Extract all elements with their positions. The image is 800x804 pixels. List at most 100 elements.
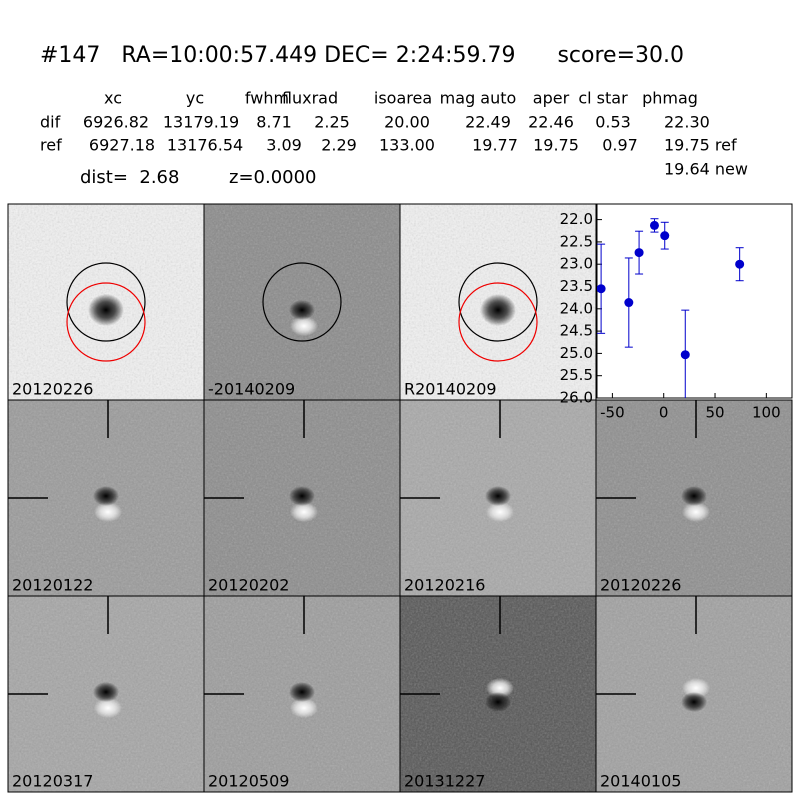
point-group [680,309,690,398]
x-tick-label: 50 [705,404,724,422]
phmag-new: 19.64 new [664,160,748,179]
cell: 6927.18 [89,136,155,155]
y-tick-label: 24.0 [560,299,593,317]
stamp: 20120509 [203,595,401,793]
y-tick-label: 25.5 [560,366,593,384]
column-header: xc [104,89,122,108]
y-tick-label: 24.5 [560,322,593,340]
cell: 19.75 ref [664,136,737,155]
aperture [66,262,146,342]
row-label: ref [40,136,62,155]
stamp-label: 20120317 [12,772,93,791]
stamp-label: 20140105 [600,772,681,791]
stamp: 20120202 [203,399,401,597]
point-group [624,257,634,348]
cell: 13176.54 [167,136,243,155]
stamp-label: -20140209 [208,380,295,399]
point-group [634,230,644,275]
stamp: 20120216 [399,399,597,597]
x-tick-label: 100 [752,404,781,422]
aperture [66,282,146,362]
redshift: z=0.0000 [229,167,317,188]
cell: 22.46 [528,113,574,132]
cell: 3.09 [266,136,302,155]
stamp-label: 20120509 [208,772,289,791]
stamp-frame [595,595,793,793]
aperture [262,262,342,342]
source [93,682,119,702]
point [660,231,670,241]
cell: 13179.19 [163,113,239,132]
stamp: 20140105 [595,595,793,793]
source [289,300,315,320]
stamp-label: 20120226 [12,380,93,399]
source-residual [94,502,122,522]
y-tick-label: 26.0 [560,389,593,407]
source-residual [94,698,122,718]
x-tick-label: 0 [659,404,669,422]
source [681,486,707,506]
stamp: R20140209 [399,203,597,401]
column-header: mag auto [440,89,517,108]
row-label: dif [40,113,61,132]
stamp: 20120226 [595,399,793,597]
x-tick-label: -50 [600,404,625,422]
point-group [735,247,745,282]
point [680,350,690,360]
y-tick-label: 25.0 [560,344,593,362]
point-group [649,218,659,233]
stamp: 20120226 [7,203,205,401]
column-header: phmag [642,89,698,108]
y-tick-label: 22.5 [560,232,593,250]
point [649,220,659,230]
stamp-label: R20140209 [404,380,497,399]
source [289,486,315,506]
source-residual [290,502,318,522]
aperture [458,282,538,362]
dist: dist= 2.68 [80,167,179,188]
aperture [458,262,538,342]
cell: 19.77 [472,136,518,155]
point-group [597,243,606,334]
source [681,692,707,712]
column-header: cl star [578,89,628,108]
source [480,294,516,326]
point [634,248,644,258]
column-header: fluxrad [282,89,338,108]
source [289,682,315,702]
y-tick-label: 23.5 [560,277,593,295]
stamp-label: 20120216 [404,576,485,595]
stamp-label: 20120226 [600,576,681,595]
source-residual [290,698,318,718]
stamp: 20120122 [7,399,205,597]
source [485,692,511,712]
cell: 8.71 [256,113,292,132]
title: #147 RA=10:00:57.449 DEC= 2:24:59.79 sco… [40,43,684,68]
cell: 6926.82 [83,113,149,132]
cell: 22.49 [465,113,511,132]
cell: 0.53 [595,113,631,132]
point [597,284,606,294]
stamp-label: 20120202 [208,576,289,595]
source-residual [682,502,710,522]
stamp: 20131227 [399,595,597,793]
cell: 2.25 [314,113,350,132]
cell: 20.00 [384,113,430,132]
stamp-label: 20120122 [12,576,93,595]
y-tick-label: 23.0 [560,255,593,273]
cell: 0.97 [602,136,638,155]
cell: 19.75 [533,136,579,155]
source [88,294,124,326]
point-group [660,221,670,250]
column-header: aper [533,89,570,108]
point [735,259,745,269]
source [485,486,511,506]
y-tick-label: 22.0 [560,210,593,228]
column-header: isoarea [374,89,432,108]
cell: 22.30 [664,113,710,132]
column-header: fwhm [245,89,289,108]
stamp: -20140209 [203,203,401,401]
cell: 133.00 [379,136,435,155]
point [624,298,634,308]
